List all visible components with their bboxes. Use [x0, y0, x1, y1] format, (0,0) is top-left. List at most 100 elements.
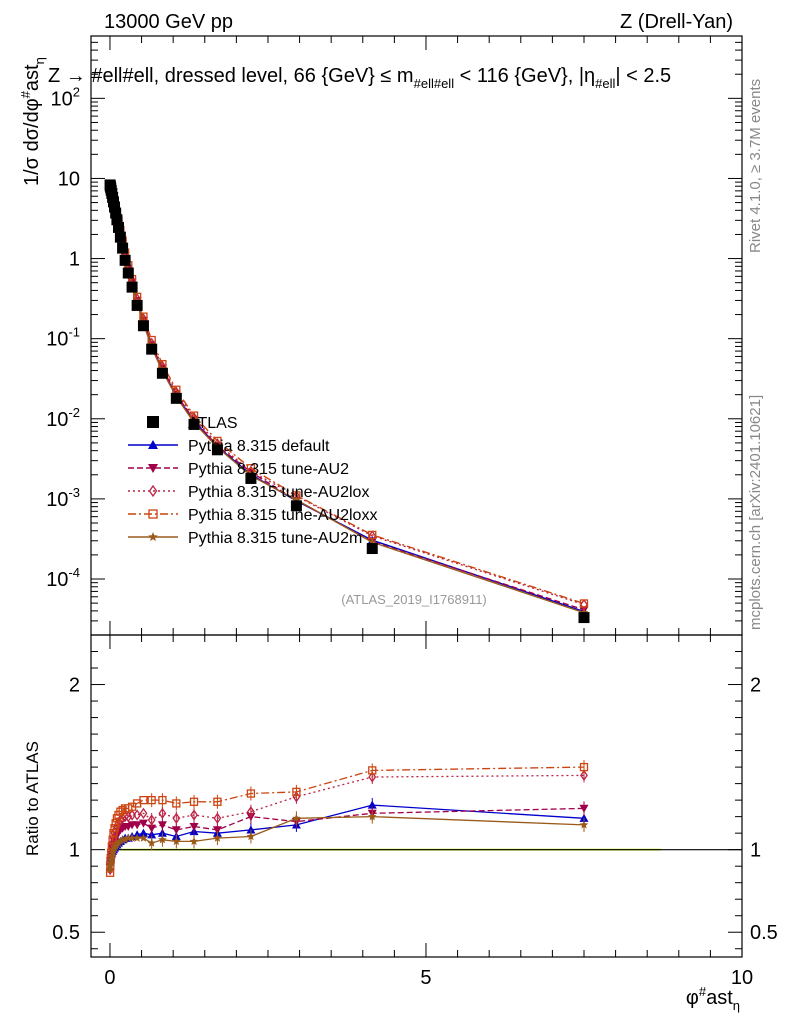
y-tick-label: 10-2 [46, 405, 80, 431]
series-marker-ratio [171, 826, 181, 835]
atlas-data-point [110, 207, 122, 219]
series-marker-ratio [367, 800, 377, 809]
series-marker-ratio [189, 836, 199, 846]
series-marker-ratio [368, 771, 377, 783]
y-tick-label: 10 [58, 168, 80, 190]
series-marker-ratio [292, 813, 301, 822]
ratio-y-tick-label: 0.5 [52, 922, 80, 944]
series-marker-ratio [246, 832, 256, 841]
series-marker-main [579, 599, 589, 608]
axis-ticks: 0 5 10 10-4 10-3 10-2 10-1 1 10 102 0.5 0.5 1 1 2 2 [46, 35, 778, 989]
y-axis-label-main: 1/σ dσ/dφ#astη [18, 57, 47, 186]
ratio-y-tick-label: 2 [750, 675, 761, 697]
series-marker-ratio [189, 797, 199, 806]
series-marker-ratio [190, 809, 198, 821]
y-tick-label: 10-4 [46, 565, 80, 591]
legend-marker [147, 416, 159, 428]
series-marker-ratio [172, 836, 181, 846]
legend-marker [148, 440, 158, 449]
series-marker-ratio [133, 809, 142, 821]
series-marker-ratio [124, 833, 133, 842]
atlas-data-point [131, 299, 143, 311]
series-marker-ratio [120, 835, 130, 844]
atlas-data-point [170, 392, 182, 404]
x-axis-label: φ#astη [686, 984, 740, 1013]
atlas-data-point [290, 500, 302, 512]
atlas-data-point [122, 267, 134, 279]
legend-marker [148, 532, 158, 541]
legend-marker [148, 509, 158, 519]
series-marker-ratio [118, 805, 127, 815]
header-right: Z (Drell-Yan) [620, 11, 733, 33]
atlas-data-point [119, 254, 131, 266]
series-marker-ratio [368, 812, 377, 821]
legend-label: Pythia 8.315 tune-AU2loxx [188, 507, 377, 524]
series-line-ratio [109, 804, 585, 862]
analysis-reference: (ATLAS_2019_I1768911) [341, 592, 487, 607]
series-marker-ratio [157, 821, 167, 830]
ratio-y-tick-label: 1 [69, 840, 80, 862]
atlas-data-point [114, 231, 126, 243]
atlas-data-point [188, 418, 200, 430]
series-line-ratio [109, 815, 585, 870]
ratio-y-tick-label: 2 [69, 675, 80, 697]
atlas-data-point [366, 543, 378, 555]
legend-label: Pythia 8.315 tune-AU2 [188, 461, 349, 478]
series-marker-ratio [138, 819, 148, 828]
series-marker-ratio [579, 820, 589, 829]
ratio-y-tick-label: 0.5 [750, 922, 778, 944]
series-marker-ratio [172, 812, 181, 824]
series-marker-ratio [158, 835, 167, 844]
y-tick-label: 102 [51, 84, 80, 110]
atlas-data-point [112, 221, 124, 233]
mcplots-label: mcplots.cern.ch [arXiv:2401.10621] [747, 395, 764, 630]
series-marker-ratio [139, 807, 148, 819]
series-marker-ratio [157, 828, 167, 837]
atlas-data-point [245, 472, 257, 484]
series-marker-ratio [105, 865, 115, 874]
series-marker-ratio [139, 795, 148, 805]
y-tick-label: 10-3 [46, 485, 80, 511]
atlas-data-point [137, 320, 149, 332]
series-marker-ratio [124, 811, 133, 823]
series-marker-ratio [147, 795, 156, 805]
legend: ATLAS Pythia 8.315 default Pythia 8.315 tu… [128, 415, 377, 547]
series-marker-ratio [116, 836, 125, 846]
series-marker-ratio [109, 829, 118, 838]
series-marker-ratio [246, 825, 256, 834]
atlas-data-point [211, 444, 223, 456]
series-marker-ratio [172, 799, 181, 808]
series-marker-ratio [108, 848, 117, 857]
ratio-series [105, 760, 742, 877]
series-marker-ratio [107, 851, 117, 860]
y-axis-label-ratio: Ratio to ATLAS [23, 741, 42, 856]
series-marker-ratio [212, 826, 222, 835]
series-marker-ratio [213, 833, 222, 842]
x-tick-label: 5 [420, 967, 431, 989]
cut-label: Z → #ell#ell, dressed level, 66 {GeV} ≤ … [48, 65, 671, 91]
series-marker-ratio [580, 769, 588, 781]
series-marker-ratio [213, 797, 222, 806]
atlas-data-point [109, 201, 121, 213]
series-marker-ratio [158, 807, 167, 819]
legend-label: Pythia 8.315 tune-AU2lox [188, 484, 369, 501]
series-marker-ratio [147, 838, 156, 847]
ratio-y-tick-label: 1 [750, 840, 761, 862]
series-marker-ratio [368, 766, 377, 775]
series-marker-ratio [132, 833, 142, 842]
series-marker-ratio [246, 789, 256, 798]
series-marker-ratio [292, 787, 301, 797]
ratio-panel-frame [90, 634, 743, 958]
atlas-data-point [117, 242, 129, 254]
series-marker-ratio [111, 819, 120, 828]
legend-marker [148, 464, 158, 473]
atlas-data-point [146, 343, 158, 355]
main-series [104, 179, 590, 624]
header-left: 13000 GeV pp [104, 11, 233, 33]
series-marker-ratio [106, 855, 116, 864]
series-marker-ratio [158, 795, 167, 805]
atlas-data-point [578, 612, 590, 624]
series-marker-ratio [127, 833, 137, 842]
atlas-data-point [126, 281, 138, 293]
